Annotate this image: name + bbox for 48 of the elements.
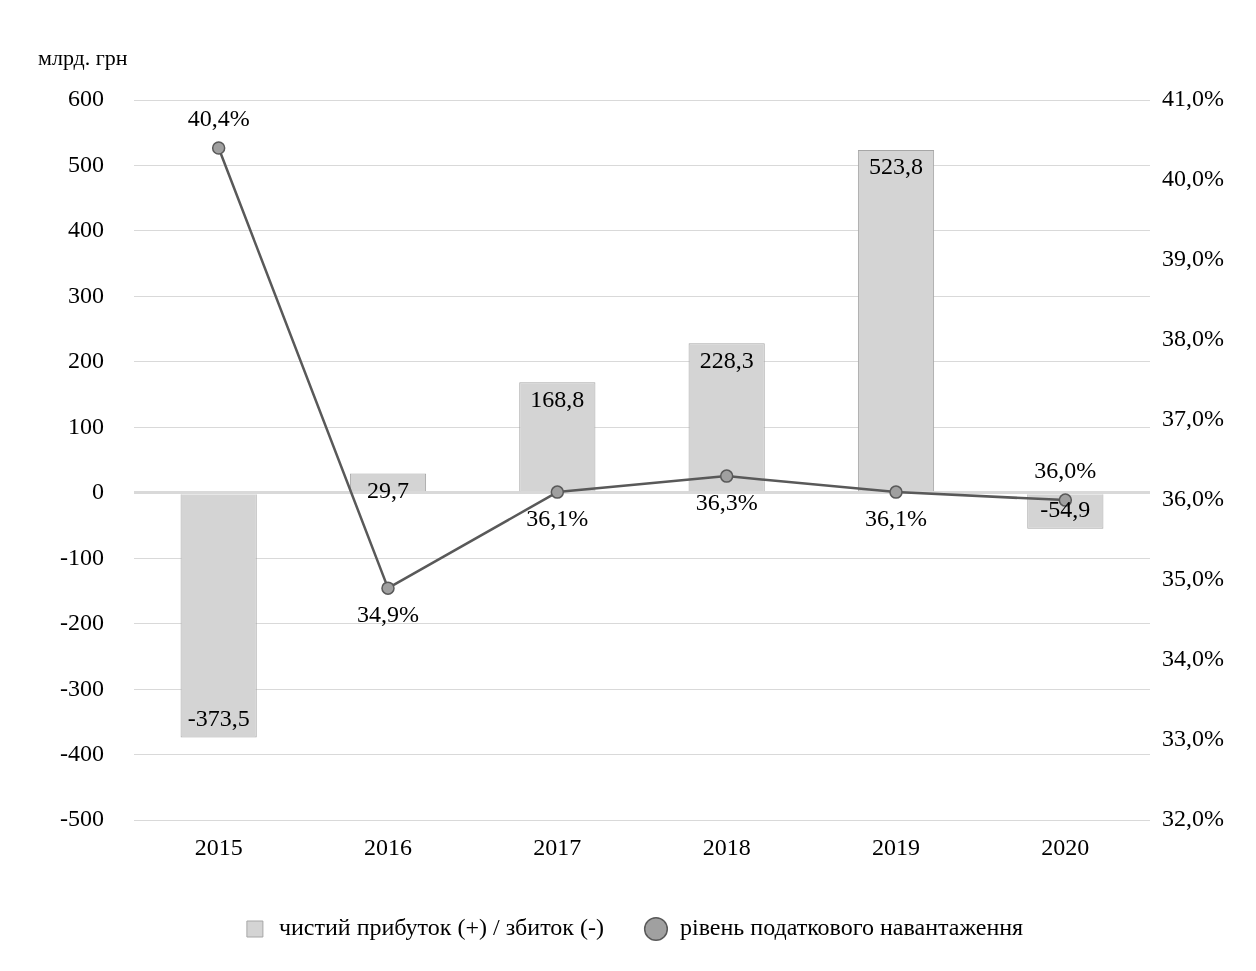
y2-tick-label: 40,0% [1162,165,1225,192]
point [550,485,565,499]
y-tick-label: 100 [67,412,104,439]
y-tick-label: 0 [91,478,104,505]
data-label: -54,9 [1040,496,1091,523]
y-tick-label: 500 [67,150,104,177]
point [889,485,903,499]
data-label: 523,8 [869,153,923,180]
y2-tick-label: 32,0% [1162,805,1225,832]
data-label: 29,7 [367,476,409,503]
y2-tick-label: 41,0% [1162,85,1225,112]
legend-label: чистий прибуток (+) / збиток (-) [278,914,604,941]
y-tick-label: 400 [67,216,104,243]
x-tick-label: 2019 [872,833,920,860]
y2-tick-label: 33,0% [1162,725,1225,752]
x-tick-label: 2020 [1041,833,1090,860]
y-tick-label: -200 [59,609,104,636]
y-tick-label: -400 [59,740,104,767]
y-tick-label: 600 [67,85,104,112]
point [211,141,226,155]
y-tick-label: -500 [59,805,104,832]
data-label: 228,3 [699,346,754,373]
y2-tick-label: 39,0% [1162,245,1225,272]
y-tick-label: 200 [67,347,104,374]
data-label: 40,4% [187,105,250,132]
point [381,581,395,595]
y2-tick-label: 34,0% [1162,645,1225,672]
y2-tick-label: 38,0% [1162,325,1225,352]
y-tick-label: -300 [59,674,104,701]
x-tick-label: 2017 [533,833,582,860]
data-label: 34,9% [357,601,419,628]
x-tick-label: 2015 [194,833,243,860]
data-label: -373,5 [187,704,250,731]
data-label: 36,0% [1034,457,1097,484]
y2-tick-label: 35,0% [1162,565,1225,592]
legend-label: рівень податкового навантаження [679,914,1024,941]
data-label: 36,1% [865,505,927,532]
y2-tick-label: 37,0% [1162,405,1225,432]
data-label: 36,1% [526,505,589,532]
data-label: 36,3% [695,489,758,516]
point [719,469,734,483]
x-tick-label: 2016 [364,833,412,860]
y-tick-label: 300 [67,281,104,308]
x-tick-label: 2018 [702,833,751,860]
y2-tick-label: 36,0% [1162,485,1225,512]
data-label: 168,8 [530,385,585,412]
y-tick-label: -100 [59,543,104,570]
y-axis-title: млрд. грн [38,44,128,70]
